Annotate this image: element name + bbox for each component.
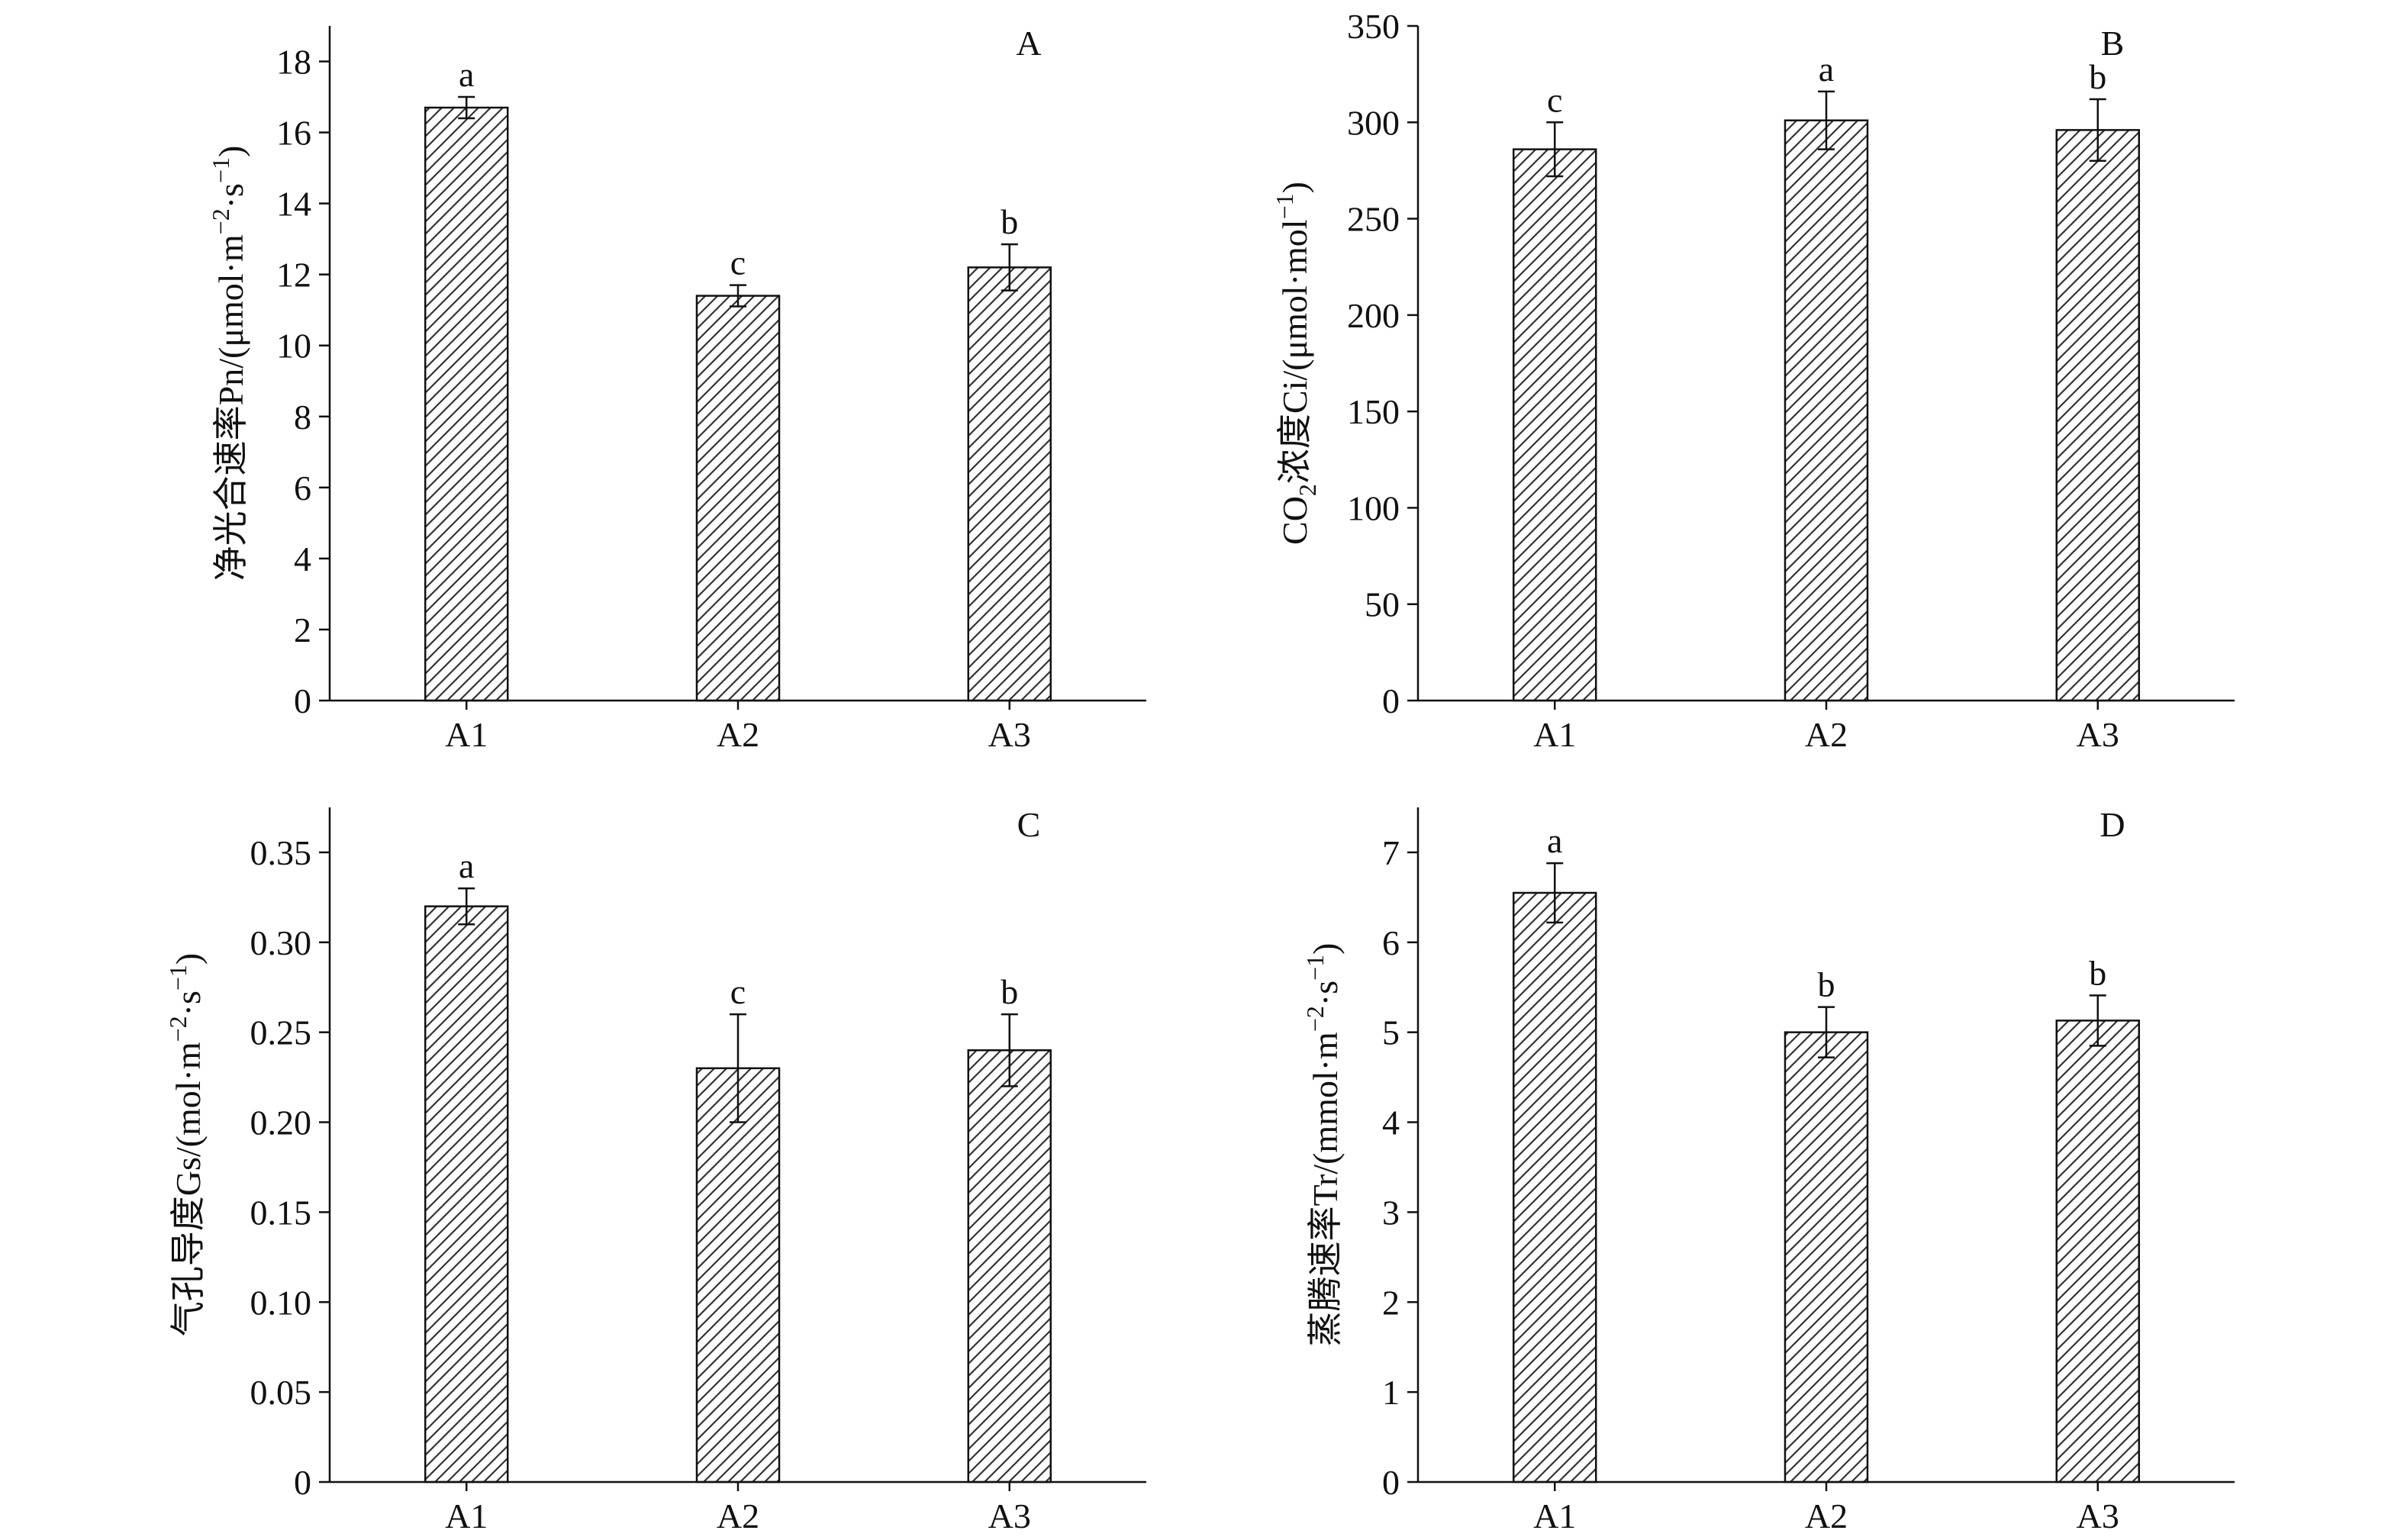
error-bar-a1 <box>458 95 475 120</box>
x-tick-label: A1 <box>1533 715 1576 754</box>
x-tick-label: A2 <box>717 1497 759 1535</box>
bar-a3 <box>2055 1020 2141 1484</box>
significance-label: b <box>1001 972 1018 1011</box>
bar-a3 <box>967 1049 1052 1484</box>
x-tick-label: A3 <box>988 1497 1031 1535</box>
y-tick-label: 12 <box>276 256 311 295</box>
y-tick-label: 0.20 <box>250 1103 312 1142</box>
y-tick-label: 0.30 <box>250 923 312 962</box>
y-axis-title: 蒸腾速率Tr/(mmol·m−2·s−1) <box>1301 943 1345 1347</box>
panel-letter: C <box>1017 805 1041 844</box>
x-tick-label: A3 <box>2077 1497 2119 1535</box>
error-bar-a3 <box>2089 994 2106 1047</box>
significance-label: a <box>1819 50 1834 89</box>
y-tick-label: 250 <box>1347 200 1400 239</box>
y-tick-label: 16 <box>276 114 311 153</box>
significance-label: c <box>730 972 746 1011</box>
y-tick-label: 350 <box>1347 7 1400 46</box>
y-tick-label: 150 <box>1347 392 1400 431</box>
y-tick-label: 2 <box>1382 1283 1400 1322</box>
bar-a3 <box>2055 129 2141 702</box>
significance-label: c <box>730 243 746 282</box>
significance-label: b <box>2089 953 2106 992</box>
y-tick-label: 10 <box>276 327 311 366</box>
y-tick-label: 0 <box>294 1463 311 1502</box>
x-tick-label: A2 <box>717 715 759 754</box>
y-tick-label: 0.25 <box>250 1013 312 1052</box>
x-tick-label: A1 <box>445 715 488 754</box>
x-tick-label: A2 <box>1805 715 1848 754</box>
error-bar-a3 <box>1001 243 1018 292</box>
y-tick-label: 0.15 <box>250 1193 312 1232</box>
y-tick-label: 2 <box>294 611 311 649</box>
x-tick-label: A2 <box>1805 1497 1848 1535</box>
error-bar-a1 <box>1546 862 1564 924</box>
y-tick-label: 7 <box>1382 833 1400 872</box>
significance-label: c <box>1547 80 1562 119</box>
y-axis-title: CO2浓度Ci/(μmol·mol−1) <box>1271 182 1321 545</box>
chart-panel-d: a A1 b A2 b A3 0 1 2 3 4 5 6 7 D 蒸腾速率Tr/(mmol·m−2·s−1) <box>1301 805 2235 1535</box>
panel-letter: D <box>2099 805 2125 844</box>
bar-a2 <box>695 295 781 702</box>
error-bar-a3 <box>1001 1013 1018 1087</box>
bar-a1 <box>1512 148 1597 702</box>
y-tick-label: 8 <box>294 398 311 437</box>
y-tick-label: 1 <box>1382 1373 1400 1412</box>
significance-label: a <box>459 55 474 94</box>
y-axis-title: 净光合速率Pn/(μmol·m−2·s−1) <box>207 146 250 582</box>
error-bar-a3 <box>2089 98 2106 163</box>
bar-a2 <box>1784 1031 1869 1484</box>
significance-label: a <box>1547 821 1562 860</box>
x-tick-label: A1 <box>1533 1497 1576 1535</box>
bar-a1 <box>1512 891 1597 1484</box>
x-tick-label: A3 <box>988 715 1031 754</box>
y-tick-label: 14 <box>276 185 311 224</box>
error-bar-a1 <box>458 887 475 926</box>
significance-label: b <box>1001 202 1018 241</box>
bar-a1 <box>424 905 509 1484</box>
error-bar-a2 <box>730 284 746 308</box>
chart-panel-c: a A1 c A2 b A3 0 0.05 0.10 0.15 0.20 0.25 0.30 0.35 C 气… <box>164 805 1146 1535</box>
x-tick-label: A3 <box>2077 715 2119 754</box>
panel-letter: B <box>2101 24 2125 63</box>
y-tick-label: 0.35 <box>250 833 312 872</box>
error-bar-a2 <box>1818 1006 1835 1058</box>
y-tick-label: 0.05 <box>250 1373 312 1412</box>
chart-panel-b: c A1 a A2 b A3 0 50 100 150 200 250 300 350 B CO2浓度Ci/(… <box>1271 7 2235 754</box>
x-tick-label: A1 <box>445 1497 488 1535</box>
y-tick-label: 4 <box>294 540 311 578</box>
y-tick-label: 5 <box>1382 1013 1400 1052</box>
y-tick-label: 0 <box>294 681 311 720</box>
bar-a1 <box>424 106 509 702</box>
y-tick-label: 100 <box>1347 488 1400 527</box>
error-bar-a2 <box>730 1013 746 1123</box>
panel-letter: A <box>1016 24 1041 63</box>
significance-label: b <box>1818 965 1835 1004</box>
significance-label: a <box>459 846 474 885</box>
bar-a2 <box>1784 119 1869 702</box>
y-tick-label: 0 <box>1382 681 1400 720</box>
chart-panel-a: a A1 c A2 b A3 0 2 4 6 8 10 12 14 16 18 A 净光合速率Pn/(μmol·m… <box>207 24 1146 754</box>
y-axis-title: 气孔导度Gs/(mol·m−2·s−1) <box>164 953 208 1337</box>
significance-label: b <box>2089 57 2106 96</box>
y-tick-label: 0 <box>1382 1463 1400 1502</box>
bar-a3 <box>967 266 1052 702</box>
y-tick-label: 0.10 <box>250 1283 312 1322</box>
y-tick-label: 6 <box>1382 923 1400 962</box>
bar-a2 <box>695 1067 781 1484</box>
y-tick-label: 200 <box>1347 296 1400 335</box>
y-tick-label: 300 <box>1347 103 1400 142</box>
y-tick-label: 50 <box>1365 585 1400 624</box>
y-tick-label: 3 <box>1382 1193 1400 1232</box>
y-tick-label: 6 <box>294 469 311 507</box>
y-tick-label: 18 <box>276 43 311 82</box>
error-bar-a2 <box>1818 90 1835 150</box>
y-tick-label: 4 <box>1382 1103 1400 1142</box>
error-bar-a1 <box>1546 121 1564 178</box>
